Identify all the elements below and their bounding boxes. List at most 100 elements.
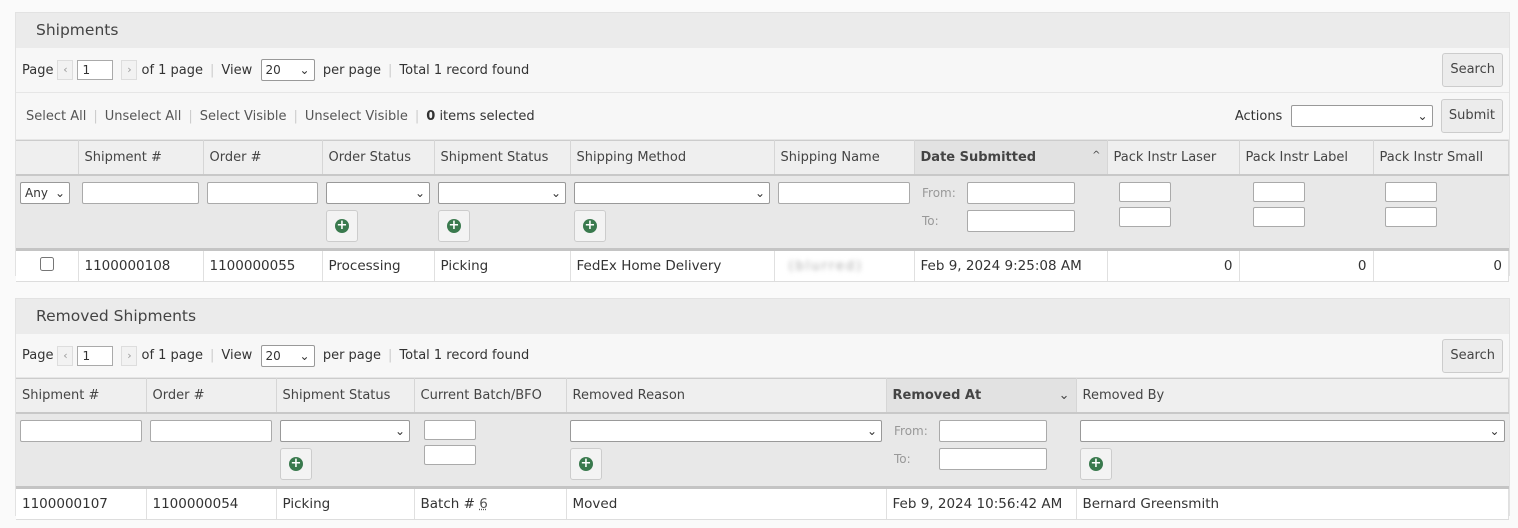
small-to-input[interactable]	[1385, 206, 1437, 227]
shipping-method-cell: FedEx Home Delivery	[570, 249, 775, 282]
select-all-link[interactable]: Select All	[26, 108, 87, 124]
page-input[interactable]: 1	[77, 345, 114, 366]
add-filter-button[interactable]: +	[280, 447, 312, 480]
shipment-status-cell: Picking	[276, 487, 415, 520]
pager: Page ‹ 1 › of 1 page | View 20 ⌄ per page |…	[16, 334, 1509, 378]
shipping-method-filter-select[interactable]: ⌄	[574, 181, 770, 204]
col-order[interactable]: Order #	[146, 378, 277, 414]
to-label: To:	[894, 451, 911, 466]
label-to-input[interactable]	[1253, 206, 1305, 227]
label-from-input[interactable]	[1253, 181, 1305, 202]
removed-by-cell: Bernard Greensmith	[1076, 487, 1509, 520]
per-page-select[interactable]: 20 ⌄	[260, 59, 315, 81]
col-pack-laser[interactable]: Pack Instr Laser	[1107, 140, 1240, 176]
col-shipment[interactable]: Shipment #	[16, 378, 147, 414]
col-shipment-status[interactable]: Shipment Status	[276, 378, 415, 414]
unselect-all-link[interactable]: Unselect All	[104, 108, 182, 124]
selected-label: items selected	[439, 108, 535, 124]
batch-prefix: Batch #	[420, 495, 480, 512]
add-filter-button[interactable]: +	[574, 209, 606, 242]
from-label: From:	[894, 423, 928, 438]
col-shipment-status[interactable]: Shipment Status	[434, 140, 571, 176]
add-filter-button[interactable]: +	[1080, 447, 1112, 480]
laser-from-input[interactable]	[1119, 181, 1171, 202]
shipment-filter-input[interactable]	[82, 181, 199, 204]
view-label: View	[221, 62, 253, 78]
shipment-cell: 1100000108	[78, 249, 204, 282]
batch-cell: Batch # 6	[414, 487, 567, 520]
shipment-status-filter-select[interactable]: ⌄	[280, 419, 410, 442]
shipment-filter-input[interactable]	[20, 419, 142, 442]
col-removed-at[interactable]: Removed At ⌄	[886, 378, 1077, 414]
table-row[interactable]: 1100000108 1100000055 Processing Picking…	[16, 249, 1509, 282]
panel-title: Removed Shipments	[16, 299, 1509, 334]
next-page-button[interactable]: ›	[121, 60, 138, 80]
chevron-down-icon: ⌄	[394, 423, 405, 438]
small-from-input[interactable]	[1385, 181, 1437, 202]
per-page-label: per page	[322, 62, 382, 78]
date-to-input[interactable]	[967, 209, 1075, 232]
any-value: Any	[25, 185, 48, 200]
removed-by-filter-select[interactable]: ⌄	[1080, 419, 1505, 442]
shipment-status-filter-select[interactable]: ⌄	[438, 181, 566, 204]
batch-from-input[interactable]	[424, 419, 476, 440]
prev-page-button[interactable]: ‹	[57, 345, 74, 366]
date-cell: Feb 9, 2024 9:25:08 AM	[914, 249, 1108, 282]
per-page-label: per page	[322, 348, 382, 363]
actions-select[interactable]: ⌄	[1290, 105, 1433, 127]
plus-circle-icon: +	[289, 455, 303, 471]
add-filter-button[interactable]: +	[438, 209, 470, 242]
col-label: Date Submitted	[920, 149, 1037, 165]
batch-link[interactable]: 6	[479, 495, 488, 512]
pager: Page ‹ 1 › of 1 page | View 20 ⌄ per page |…	[16, 48, 1509, 93]
batch-to-input[interactable]	[424, 444, 476, 465]
col-date-submitted[interactable]: Date Submitted ^	[914, 140, 1108, 176]
date-from-input[interactable]	[967, 181, 1075, 204]
order-cell: 1100000054	[146, 487, 277, 520]
order-status-filter-select[interactable]: ⌄	[326, 181, 430, 204]
pack-label-cell: 0	[1239, 249, 1374, 282]
massaction-filter-select[interactable]: Any ⌄	[20, 181, 70, 204]
col-removed-reason[interactable]: Removed Reason	[566, 378, 887, 414]
date-to-input[interactable]	[939, 447, 1047, 470]
col-current-batch[interactable]: Current Batch/BFO	[414, 378, 567, 414]
col-shipping-method[interactable]: Shipping Method	[570, 140, 775, 176]
chevron-down-icon: ⌄	[299, 63, 310, 77]
add-filter-button[interactable]: +	[326, 209, 358, 242]
order-filter-input[interactable]	[150, 419, 272, 442]
order-cell: 1100000055	[203, 249, 323, 282]
plus-circle-icon: +	[1089, 455, 1103, 471]
col-order[interactable]: Order #	[203, 140, 323, 176]
unselect-visible-link[interactable]: Unselect Visible	[304, 108, 408, 124]
order-status-cell: Processing	[322, 249, 435, 282]
selected-count: 0	[426, 108, 436, 124]
prev-page-button[interactable]: ‹	[57, 60, 74, 80]
laser-to-input[interactable]	[1119, 206, 1171, 227]
search-button[interactable]: Search	[1442, 338, 1503, 373]
add-filter-button[interactable]: +	[570, 447, 602, 480]
col-pack-label[interactable]: Pack Instr Label	[1239, 140, 1374, 176]
order-filter-input[interactable]	[207, 181, 318, 204]
removed-shipments-grid: Shipment # Order # Shipment Status Curre…	[16, 378, 1509, 520]
plus-circle-icon: +	[447, 217, 461, 233]
col-shipping-name[interactable]: Shipping Name	[774, 140, 915, 176]
date-from-input[interactable]	[939, 419, 1047, 442]
col-shipment[interactable]: Shipment #	[78, 140, 204, 176]
row-checkbox[interactable]	[39, 256, 54, 271]
next-page-button[interactable]: ›	[121, 345, 138, 366]
page-input[interactable]: 1	[77, 60, 114, 80]
per-page-value: 20	[265, 63, 281, 77]
pack-small-cell: 0	[1373, 249, 1509, 282]
removed-reason-filter-select[interactable]: ⌄	[570, 419, 882, 442]
per-page-select[interactable]: 20 ⌄	[260, 344, 315, 367]
col-pack-small[interactable]: Pack Instr Small	[1373, 140, 1509, 176]
col-removed-by[interactable]: Removed By	[1076, 378, 1509, 414]
shipping-name-filter-input[interactable]	[778, 181, 910, 204]
removed-reason-cell: Moved	[566, 487, 887, 520]
submit-button[interactable]: Submit	[1440, 99, 1503, 133]
col-order-status[interactable]: Order Status	[322, 140, 435, 176]
select-visible-link[interactable]: Select Visible	[199, 108, 287, 124]
table-row[interactable]: 1100000107 1100000054 Picking Batch # 6 …	[16, 487, 1509, 520]
search-button[interactable]: Search	[1442, 53, 1503, 87]
redacted-name: (blurred)	[788, 258, 864, 274]
